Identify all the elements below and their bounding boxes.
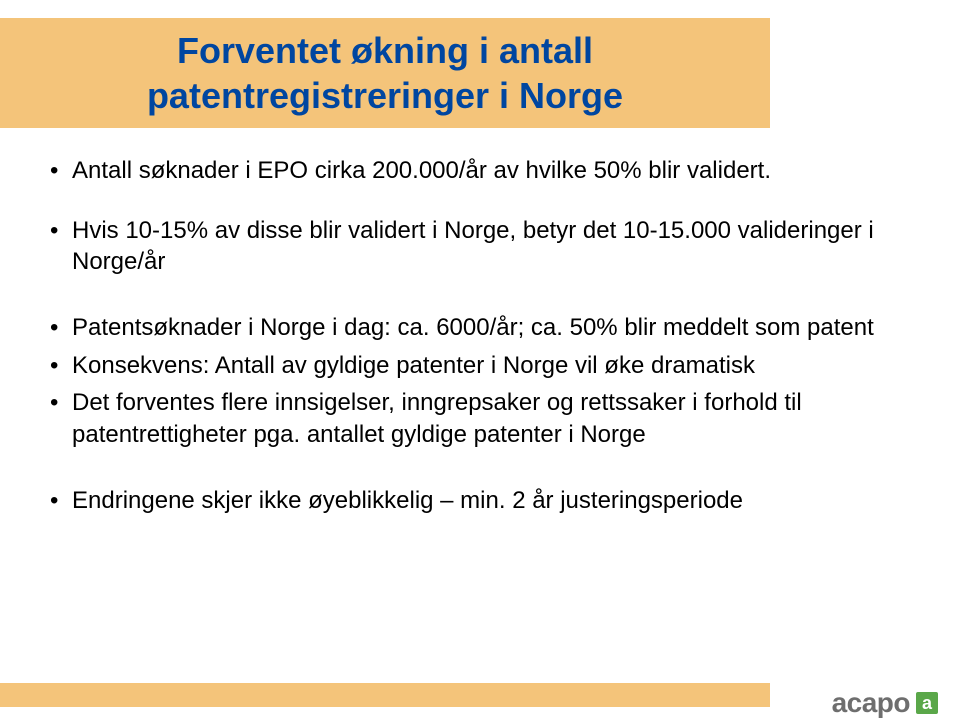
bullet-item: Hvis 10-15% av disse blir validert i Nor… <box>50 215 900 278</box>
bullet-text: Antall søknader i EPO cirka 200.000/år a… <box>72 157 771 184</box>
title-bar: Forventet økning i antall patentregistre… <box>0 18 770 128</box>
content-area: Antall søknader i EPO cirka 200.000/år a… <box>50 155 900 522</box>
bullet-text: Hvis 10-15% av disse blir validert i Nor… <box>72 217 874 276</box>
logo-text: acapo <box>832 687 910 719</box>
logo-square-icon: a <box>916 692 938 714</box>
title-line-2: patentregistreringer i Norge <box>147 75 623 116</box>
bullet-text: Det forventes flere innsigelser, inngrep… <box>72 389 802 448</box>
bullet-text: Endringene skjer ikke øyeblikkelig – min… <box>72 487 743 514</box>
bullet-item: Endringene skjer ikke øyeblikkelig – min… <box>50 485 900 517</box>
bullet-item: Antall søknader i EPO cirka 200.000/år a… <box>50 155 900 187</box>
bullet-item: Det forventes flere innsigelser, inngrep… <box>50 387 900 450</box>
bullet-text: Konsekvens: Antall av gyldige patenter i… <box>72 352 755 379</box>
bullet-item: Patentsøknader i Norge i dag: ca. 6000/å… <box>50 312 900 344</box>
bullet-list: Antall søknader i EPO cirka 200.000/år a… <box>50 155 900 516</box>
bullet-text: Patentsøknader i Norge i dag: ca. 6000/å… <box>72 314 874 341</box>
footer-bar <box>0 683 770 707</box>
slide-title: Forventet økning i antall patentregistre… <box>147 28 623 118</box>
logo-square-letter: a <box>922 694 932 712</box>
bullet-item: Konsekvens: Antall av gyldige patenter i… <box>50 350 900 382</box>
logo: acapo a <box>832 687 938 719</box>
title-line-1: Forventet økning i antall <box>177 30 593 71</box>
